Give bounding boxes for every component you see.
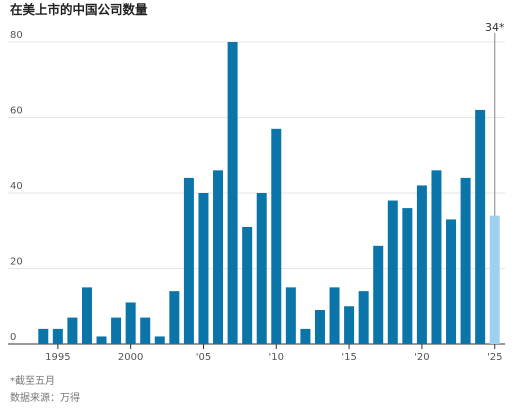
- bar: [285, 287, 296, 344]
- bar: [271, 128, 282, 344]
- bar: [358, 291, 369, 344]
- bar: [256, 193, 267, 344]
- value-label: 34*: [485, 21, 505, 34]
- bar: [446, 219, 457, 344]
- bar: [373, 245, 384, 344]
- bar: [81, 287, 92, 344]
- x-tick-label: '05: [196, 352, 211, 363]
- bar: [96, 336, 107, 344]
- y-tick-label: 80: [10, 30, 23, 41]
- bar: [169, 291, 180, 344]
- bar: [227, 42, 238, 344]
- y-tick-label: 20: [10, 257, 23, 268]
- y-tick-label: 60: [10, 106, 23, 117]
- y-tick-label: 0: [10, 332, 16, 343]
- x-tick-label: 1995: [45, 352, 70, 363]
- footnote: *截至五月: [10, 374, 55, 387]
- bar: [242, 226, 253, 344]
- bar: [38, 328, 49, 344]
- x-tick-label: '15: [341, 352, 356, 363]
- bar: [329, 287, 340, 344]
- bar: [154, 336, 165, 344]
- bar: [52, 328, 63, 344]
- bar: [475, 109, 486, 344]
- bar: [111, 317, 122, 344]
- bar: [460, 177, 471, 344]
- bar: [300, 328, 311, 344]
- chart-title: 在美上市的中国公司数量: [10, 2, 148, 17]
- bar: [183, 177, 194, 344]
- bar: [402, 208, 413, 344]
- source-note: 数据来源：万得: [10, 391, 80, 404]
- bar: [344, 306, 355, 344]
- y-tick-label: 40: [10, 181, 23, 192]
- bar: [140, 317, 151, 344]
- bar: [67, 317, 78, 344]
- bar: [314, 310, 325, 344]
- bar: [416, 185, 427, 344]
- bar: [198, 193, 209, 344]
- x-tick-label: '25: [487, 352, 502, 363]
- x-tick-label: '20: [414, 352, 429, 363]
- bar: [387, 200, 398, 344]
- bar: [489, 215, 500, 344]
- bar: [213, 170, 224, 344]
- x-tick-label: 2000: [118, 352, 143, 363]
- bar: [431, 170, 442, 344]
- x-tick-label: '10: [269, 352, 284, 363]
- bar: [125, 302, 136, 344]
